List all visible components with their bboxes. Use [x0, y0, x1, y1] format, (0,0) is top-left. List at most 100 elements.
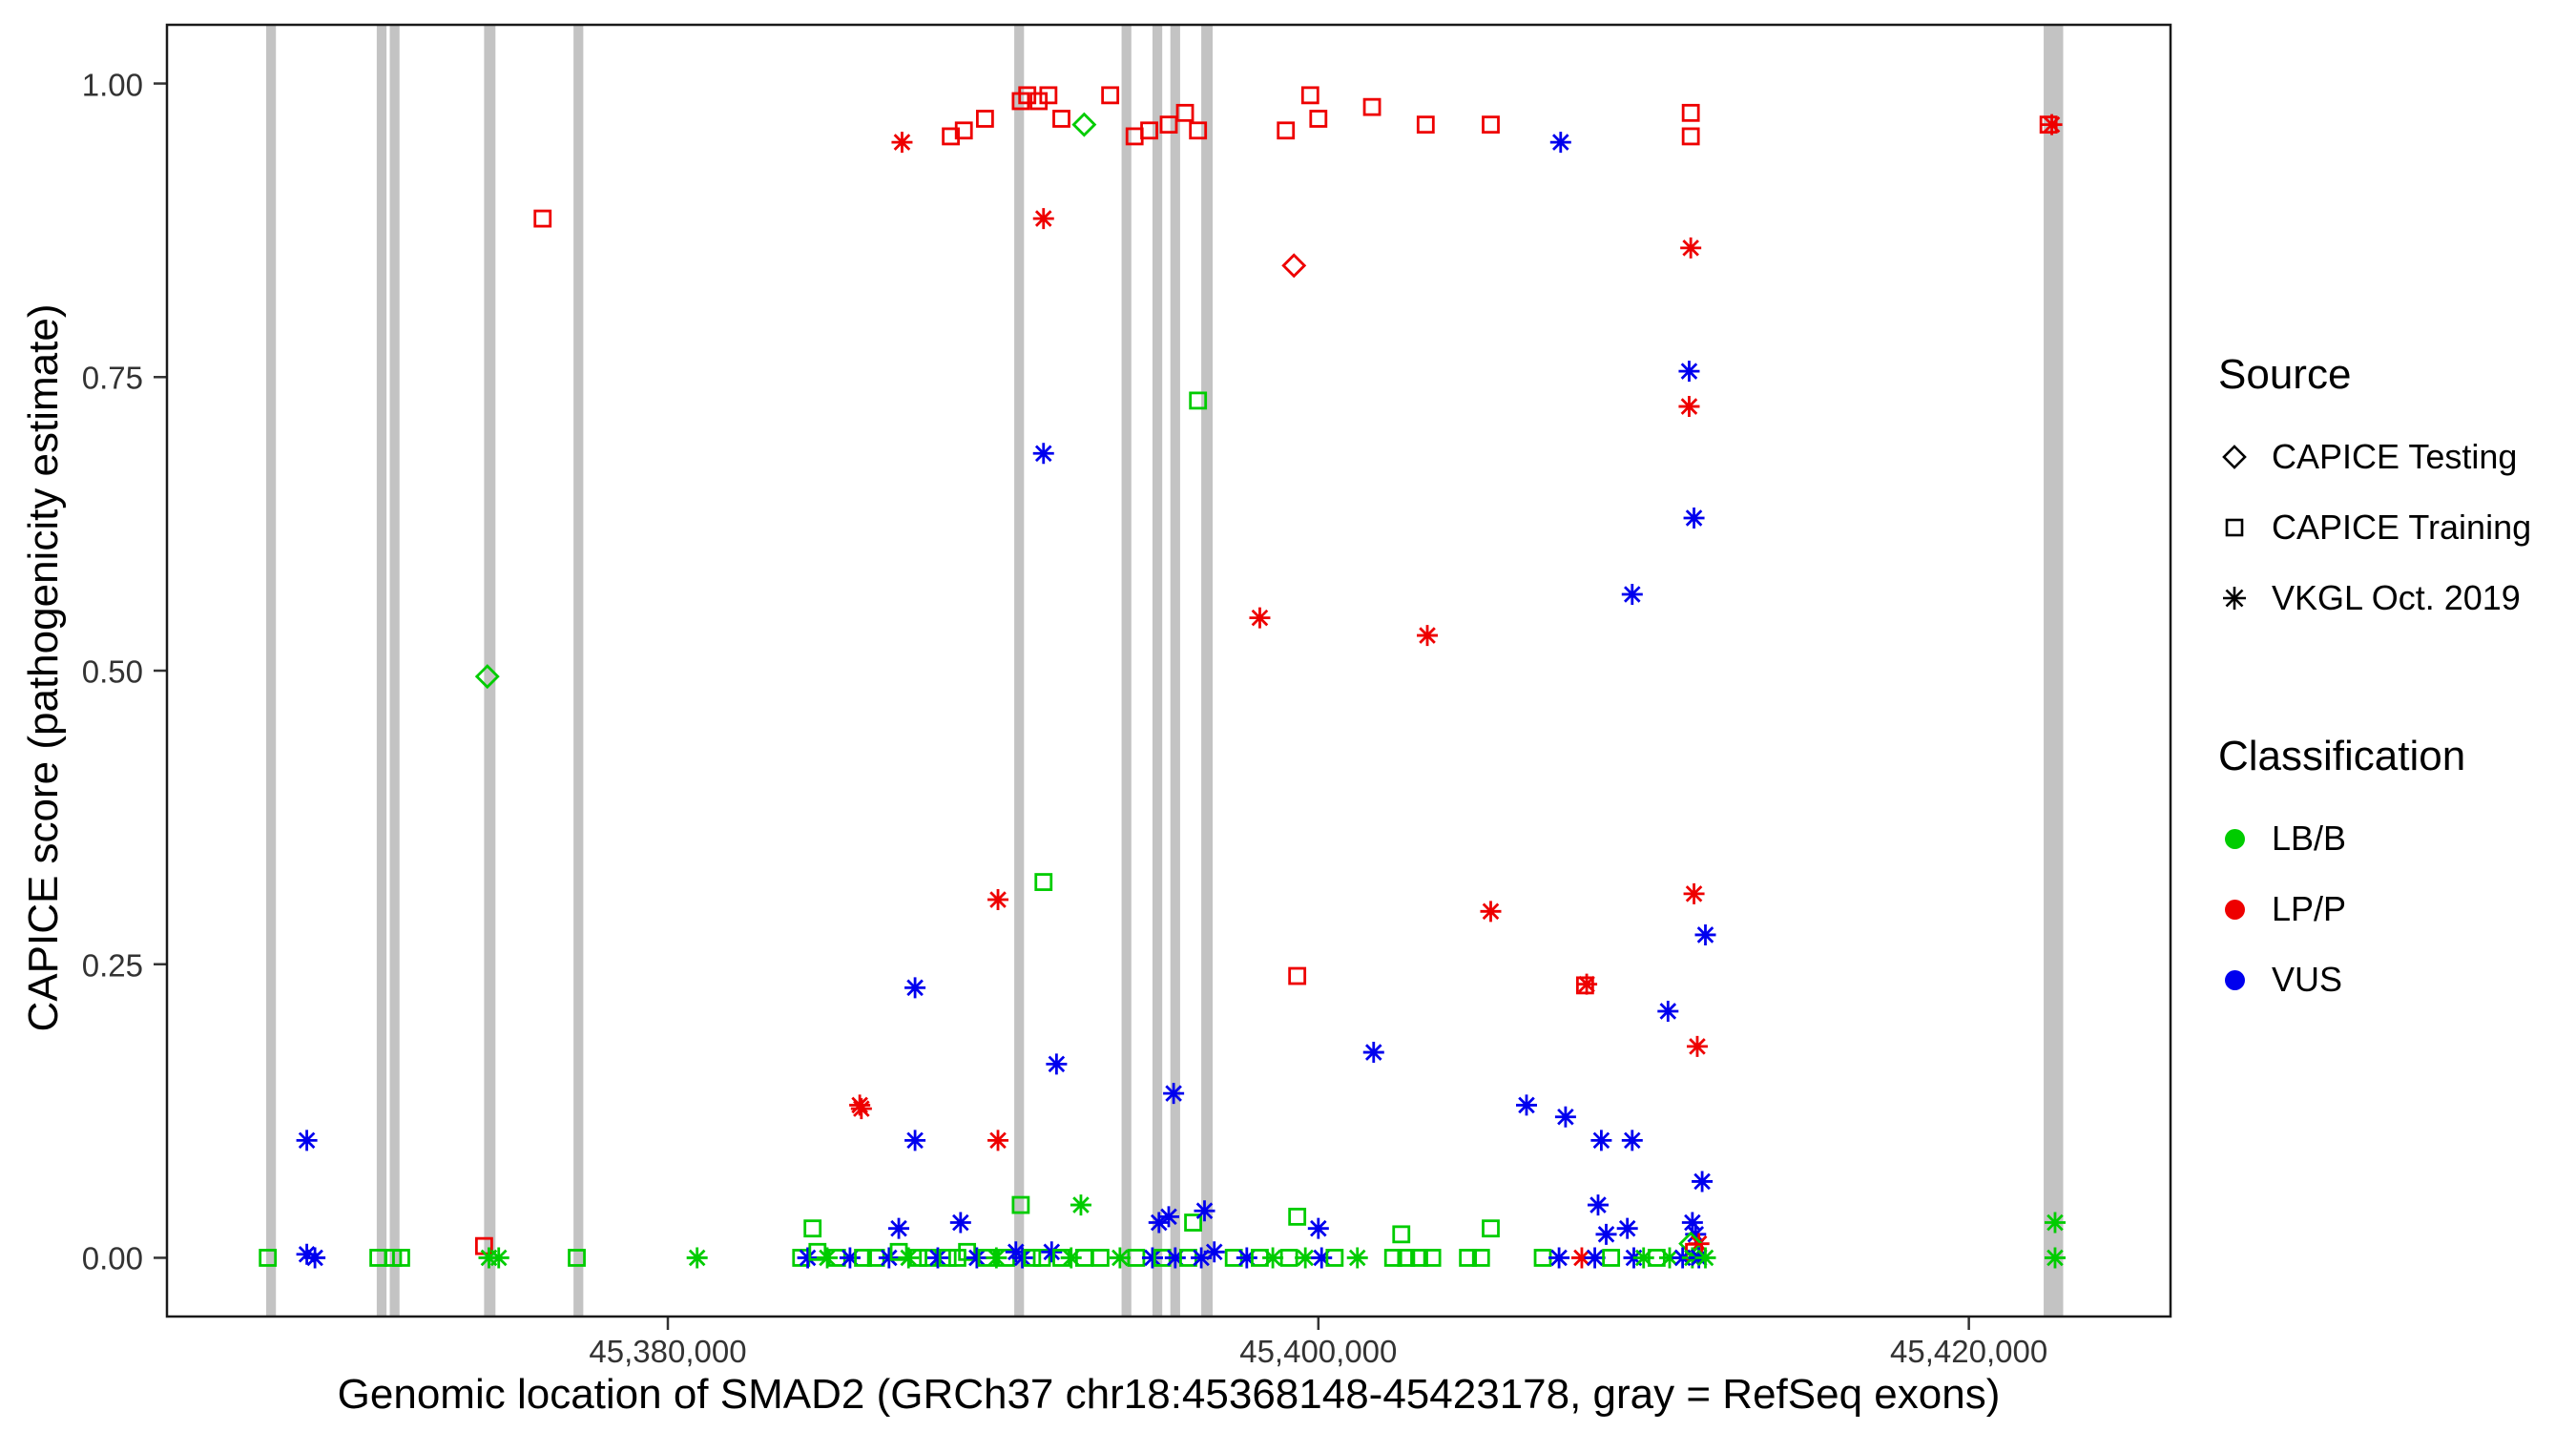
data-point — [1307, 1217, 1329, 1239]
data-point — [1678, 361, 1700, 383]
data-point — [1060, 1247, 1082, 1269]
exon-bar — [1014, 26, 1025, 1316]
y-tick-label-0.00: 0.00 — [81, 1240, 143, 1276]
data-point — [1362, 97, 1381, 116]
data-point — [1686, 1035, 1708, 1057]
exon-bar — [1152, 26, 1163, 1316]
data-point — [891, 132, 913, 154]
data-point — [1249, 607, 1271, 629]
data-point — [1416, 115, 1435, 135]
data-point — [954, 121, 973, 140]
data-point — [1032, 443, 1054, 465]
data-point — [1236, 1247, 1257, 1269]
data-point — [1570, 1247, 1592, 1269]
exon-bar — [376, 26, 387, 1316]
data-point — [568, 1249, 586, 1267]
data-point — [803, 1219, 822, 1238]
data-point — [1459, 1249, 1478, 1267]
x-tick-label-45420000: 45,420,000 — [1890, 1334, 2048, 1369]
data-point — [1140, 121, 1158, 140]
y-tick-label-0.50: 0.50 — [81, 653, 143, 690]
data-point — [1590, 1130, 1612, 1151]
data-point — [686, 1247, 708, 1269]
legend-item-vus: VUS — [2218, 944, 2531, 1015]
data-point — [1678, 396, 1700, 418]
data-point — [1392, 1225, 1411, 1244]
data-point — [1659, 1247, 1680, 1269]
data-point — [1694, 1247, 1716, 1269]
data-point — [1070, 1194, 1091, 1216]
x-tick-label-45380000: 45,380,000 — [589, 1334, 747, 1369]
data-point — [296, 1130, 318, 1151]
data-point — [1184, 1213, 1202, 1232]
data-point — [1480, 901, 1502, 923]
data-point — [1032, 208, 1054, 230]
data-point — [259, 1249, 278, 1267]
data-point — [1091, 1249, 1110, 1267]
data-point — [1034, 873, 1053, 891]
data-point — [1164, 1247, 1186, 1269]
data-point — [904, 1130, 926, 1151]
data-point — [1410, 1249, 1428, 1267]
data-point — [958, 1242, 977, 1261]
data-point — [1482, 1219, 1500, 1238]
data-point — [854, 1249, 872, 1267]
data-point — [1148, 1212, 1170, 1234]
exon-bar — [1170, 26, 1180, 1316]
data-point — [1288, 966, 1307, 985]
data-point — [942, 127, 960, 146]
data-point — [1101, 86, 1120, 105]
data-point — [966, 1247, 987, 1269]
data-point — [1203, 1241, 1225, 1263]
data-point — [488, 1247, 509, 1269]
legend-item-label: LB/B — [2272, 819, 2347, 858]
data-point — [904, 977, 926, 999]
data-point — [1109, 1247, 1131, 1269]
data-point — [1417, 625, 1439, 647]
legend-item-label: VKGL Oct. 2019 — [2272, 578, 2521, 617]
data-point — [1362, 1042, 1384, 1064]
data-point — [1158, 1206, 1179, 1228]
data-point — [850, 1098, 872, 1120]
x-axis-title: Genomic location of SMAD2 (GRCh37 chr18:… — [337, 1371, 2001, 1418]
red-dot-icon — [2218, 893, 2251, 925]
data-point — [1277, 121, 1296, 140]
data-point — [898, 1247, 920, 1269]
data-point — [986, 1247, 1008, 1269]
blue-dot-icon — [2218, 964, 2251, 996]
data-point — [533, 209, 552, 228]
data-point — [1032, 1249, 1051, 1267]
data-point — [1295, 1247, 1317, 1269]
data-point — [1281, 253, 1307, 279]
legend-item-label: VUS — [2272, 960, 2343, 999]
data-point — [1288, 1207, 1307, 1226]
data-point — [839, 1247, 861, 1269]
legend: Source CAPICE Testing CAPICE Training VK… — [2218, 351, 2531, 1015]
data-point — [1621, 583, 1643, 605]
data-point — [2044, 1247, 2066, 1269]
exon-bar — [573, 26, 584, 1316]
exon-bar — [484, 26, 496, 1316]
data-point — [1576, 973, 1598, 995]
x-tick-label-45400000: 45,400,000 — [1239, 1334, 1398, 1369]
data-point — [909, 1249, 927, 1267]
data-point — [1311, 1247, 1333, 1269]
legend-item-label: LP/P — [2272, 889, 2347, 928]
legend-item-label: CAPICE Training — [2272, 508, 2532, 547]
data-point — [1262, 1247, 1284, 1269]
legend-item-label: CAPICE Testing — [2272, 437, 2518, 476]
data-point — [1309, 110, 1328, 128]
data-point — [949, 1212, 971, 1234]
data-point — [1554, 1106, 1576, 1128]
exon-bar — [389, 26, 400, 1316]
panel-border — [165, 23, 2172, 1318]
asterisk-icon — [2218, 582, 2251, 614]
data-point — [1681, 127, 1700, 146]
data-point — [1681, 103, 1700, 122]
data-point — [1189, 121, 1208, 140]
data-point — [1423, 1249, 1442, 1267]
data-point — [2041, 114, 2063, 135]
y-tick-label-0.75: 0.75 — [81, 360, 143, 396]
exon-bar — [1201, 26, 1214, 1316]
